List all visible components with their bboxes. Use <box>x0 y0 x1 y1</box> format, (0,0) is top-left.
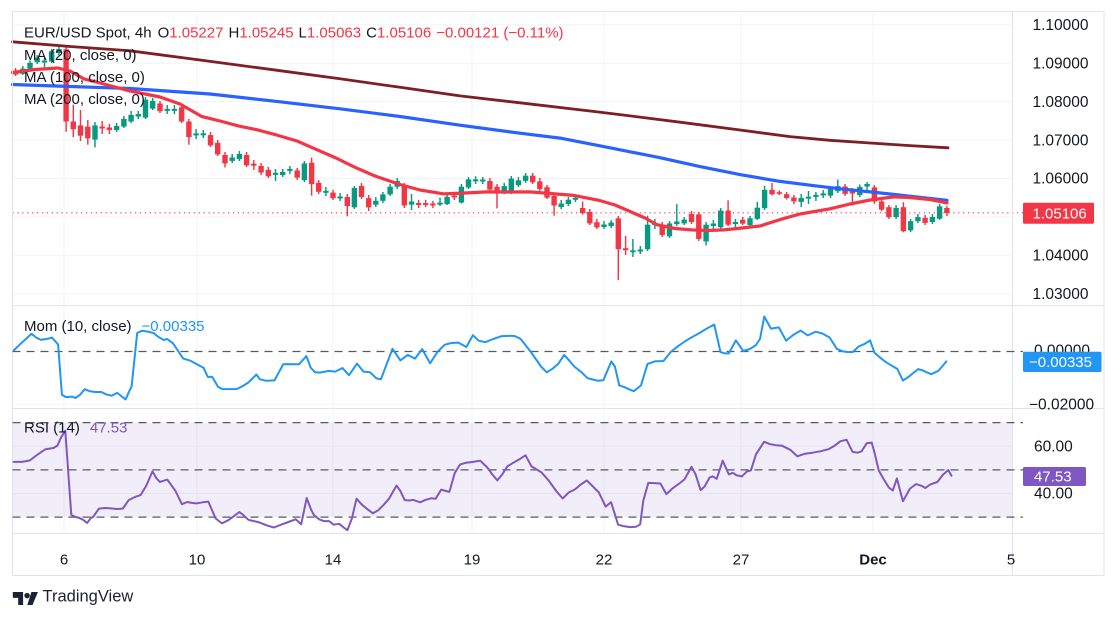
svg-text:47.53: 47.53 <box>1034 469 1072 486</box>
svg-text:1.05106: 1.05106 <box>1033 205 1087 222</box>
svg-text:1.10000: 1.10000 <box>1033 17 1089 34</box>
svg-text:MA (200, close, 0): MA (200, close, 0) <box>24 91 145 108</box>
svg-text:5: 5 <box>1007 552 1015 569</box>
svg-text:1.03000: 1.03000 <box>1033 286 1089 303</box>
svg-text:10: 10 <box>189 552 206 569</box>
svg-text:60.00: 60.00 <box>1034 439 1073 456</box>
svg-text:1.06000: 1.06000 <box>1033 171 1089 188</box>
svg-text:TradingView: TradingView <box>43 588 134 606</box>
svg-text:14: 14 <box>325 552 342 569</box>
svg-text:22: 22 <box>596 552 613 569</box>
svg-text:−0.02000: −0.02000 <box>1029 397 1094 414</box>
svg-text:6: 6 <box>60 552 68 569</box>
svg-text:1.07000: 1.07000 <box>1033 132 1089 149</box>
svg-text:MA (20, close, 0): MA (20, close, 0) <box>24 47 137 64</box>
svg-text:1.08000: 1.08000 <box>1033 94 1089 111</box>
svg-text:27: 27 <box>733 552 750 569</box>
svg-text:MA (100, close, 0): MA (100, close, 0) <box>24 69 145 86</box>
svg-text:19: 19 <box>464 552 481 569</box>
svg-text:1.04000: 1.04000 <box>1033 248 1089 265</box>
svg-text:1.09000: 1.09000 <box>1033 55 1089 72</box>
svg-text:−0.00335: −0.00335 <box>1029 354 1092 371</box>
svg-text:Mom (10, close)−0.00335: Mom (10, close) −0.00335 <box>24 318 205 335</box>
svg-text:Dec: Dec <box>859 552 887 569</box>
svg-text:40.00: 40.00 <box>1034 486 1073 503</box>
svg-text:RSI (14)47.53: RSI (14) 47.53 <box>24 420 127 437</box>
